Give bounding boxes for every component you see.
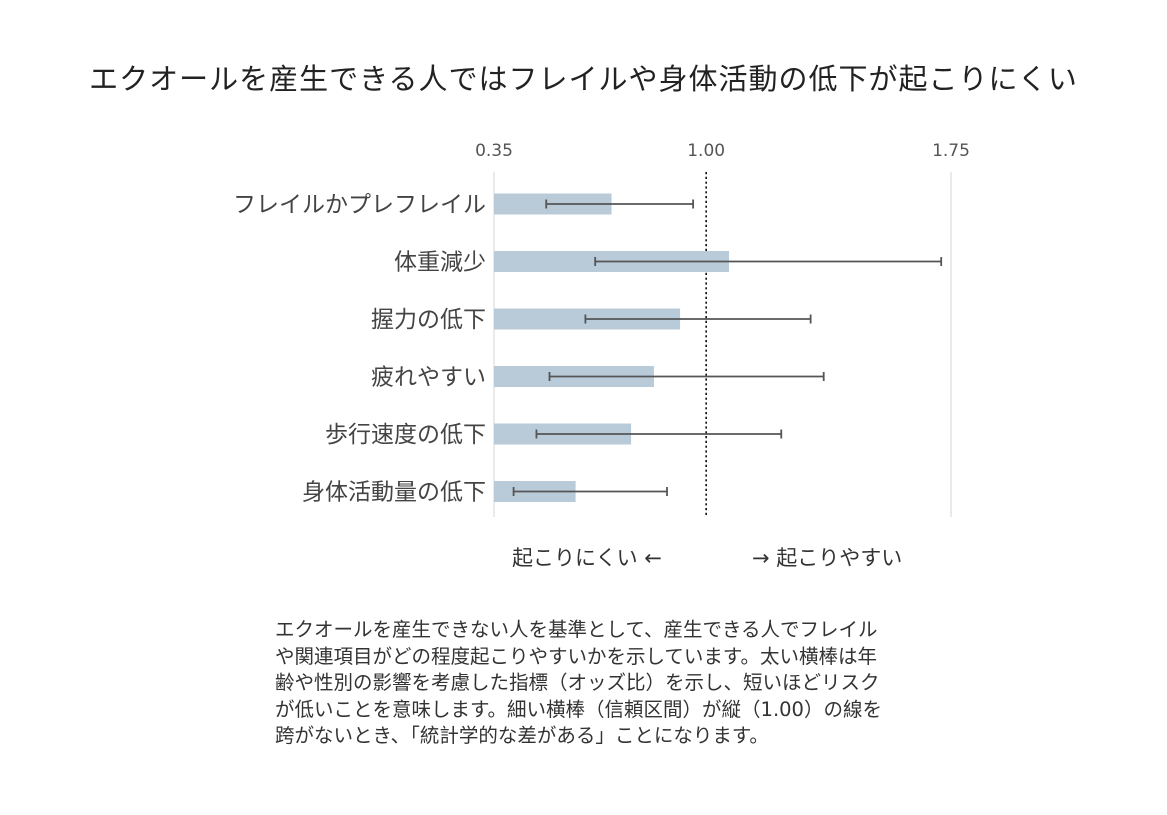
category-label: 歩行速度の低下 (325, 422, 486, 448)
category-label: 握力の低下 (371, 307, 486, 333)
bar-layer (494, 193, 730, 502)
note-line: エクオールを産生できない人を基準として、産生できる人でフレイル (275, 618, 878, 641)
category-label: フレイルかプレフレイル (233, 192, 486, 218)
x-tick-label: 0.35 (475, 141, 513, 161)
explanation-note: エクオールを産生できない人を基準として、産生できる人でフレイル や関連項目がどの… (275, 617, 975, 750)
note-line: 跨がないとき、「統計学的な差がある」ことになります。 (275, 724, 769, 747)
note-line: 齢や性別の影響を考慮した指標（オッズ比）を示し、短いほどリスク (275, 671, 880, 694)
chart-title: エクオールを産生できる人ではフレイルや身体活動の低下が起こりにくい (89, 62, 1078, 96)
category-label: 身体活動量の低下 (302, 480, 486, 506)
note-line: や関連項目がどの程度起こりやすいかを示しています。太い横棒は年 (275, 644, 877, 668)
x-tick-label: 1.75 (932, 141, 970, 161)
direction-label-more-likely: → 起こりやすい (752, 546, 903, 570)
axis-layer: 0.35 1.00 1.75 (475, 141, 970, 517)
x-tick-label: 1.00 (687, 141, 725, 161)
category-label: 体重減少 (394, 250, 486, 276)
error-bar-layer (512, 199, 943, 496)
direction-label-less-likely: 起こりにくい ← (512, 546, 662, 570)
note-line: が低いことを意味します。細い横棒（信頼区間）が縦（1.00）の線を (275, 697, 882, 721)
category-label: 疲れやすい (371, 365, 486, 391)
